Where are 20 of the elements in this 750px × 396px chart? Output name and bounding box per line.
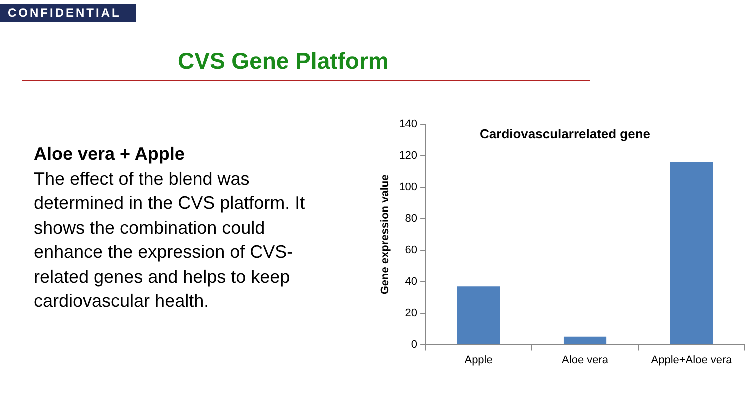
y-tick-label: 80	[405, 213, 418, 226]
y-tick-label: 120	[399, 150, 418, 162]
y-tick-label: 60	[405, 244, 418, 256]
y-tick-label: 20	[405, 307, 418, 320]
y-axis-title: Gene expression value	[380, 174, 392, 295]
y-tick-label: 100	[399, 182, 418, 194]
bar	[458, 286, 500, 344]
text: The effect of the blend was determined in the CVS platform. It shows the combination could enhance the expression of CVS-related genes and helps to keep cardiovascular health.	[34, 168, 306, 313]
x-tick-label: Apple+Aloe vera	[651, 354, 734, 366]
bar	[564, 336, 607, 344]
y-tick-label: 0	[411, 338, 418, 351]
y-tick-label: 140	[399, 118, 418, 131]
y-tick-label: 40	[405, 276, 418, 288]
bar	[670, 162, 714, 344]
text: Aloe vera + Apple	[34, 143, 186, 166]
chart-title: Cardiovascularrelated gene	[480, 126, 651, 142]
text: CONFIDENTIAL	[0, 4, 136, 22]
x-tick-label: Apple	[464, 354, 493, 366]
text: CVS Gene Platform	[178, 48, 389, 75]
x-tick-label: Aloe vera	[562, 354, 610, 366]
